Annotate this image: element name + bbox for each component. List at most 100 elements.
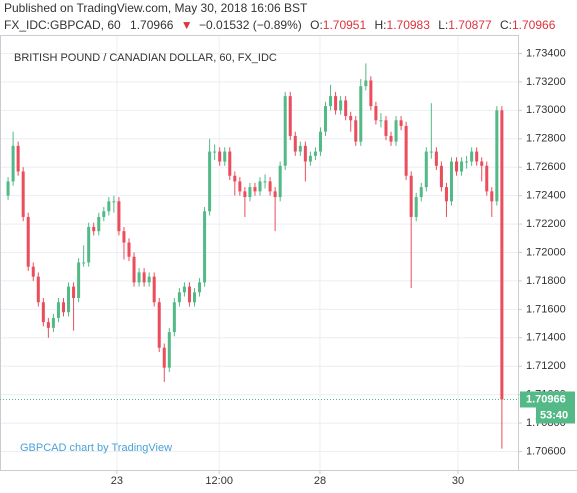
- last-price-label: 1.70966: [526, 393, 566, 405]
- candle-body: [465, 161, 469, 163]
- candle-body: [495, 110, 499, 202]
- candle-body: [379, 120, 383, 122]
- candle-body: [26, 216, 30, 267]
- candle-body: [72, 286, 76, 298]
- candle-body: [414, 197, 418, 217]
- y-tick-label: 1.71200: [526, 360, 566, 372]
- candle-body: [77, 262, 81, 298]
- candle-body: [329, 96, 333, 107]
- candle-body: [127, 242, 131, 257]
- candle-body: [485, 165, 489, 192]
- candle-body: [313, 151, 317, 156]
- candle-body: [223, 151, 227, 162]
- candle-body: [6, 181, 10, 196]
- candle-body: [147, 276, 151, 283]
- candle-body: [56, 302, 60, 318]
- x-tick-label: 12:00: [205, 475, 233, 487]
- candle-body: [122, 231, 126, 243]
- candle-body: [339, 100, 343, 111]
- candle-body: [288, 96, 292, 136]
- candle-body: [303, 145, 307, 162]
- candle-body: [308, 155, 312, 162]
- candle-body: [455, 161, 459, 172]
- x-tick-label: 30: [452, 475, 464, 487]
- candle-body: [192, 292, 197, 303]
- candle-body: [162, 347, 166, 368]
- chart-title: BRITISH POUND / CANADIAN DOLLAR, 60, FX_…: [14, 52, 277, 64]
- candle-body: [374, 106, 378, 121]
- candle-body: [172, 302, 176, 333]
- candle-body: [107, 201, 111, 212]
- l: 1.70877: [448, 18, 492, 32]
- countdown-box: [536, 407, 575, 424]
- candle-body: [41, 302, 45, 323]
- candle-body: [213, 151, 217, 153]
- candle-body: [137, 272, 141, 283]
- candle-body: [460, 161, 464, 172]
- candle-body: [399, 120, 403, 126]
- candle-body: [203, 211, 207, 283]
- header-row: FX_IDC:GBPCAD, 60 1.70966 ▼ −0.01532 (−0…: [4, 18, 556, 32]
- countdown: 53:40: [540, 409, 568, 421]
- candle-body: [187, 286, 191, 303]
- candle-body: [318, 131, 322, 152]
- last: 1.70966: [130, 18, 174, 32]
- candle-body: [46, 322, 50, 328]
- symbol: FX_IDC:GBPCAD, 60: [4, 18, 121, 32]
- candle-body: [253, 187, 257, 192]
- candle-body: [198, 282, 202, 293]
- candle-body: [480, 161, 484, 166]
- y-tick-label: 1.73400: [526, 47, 566, 59]
- y-tick-label: 1.72600: [526, 161, 566, 173]
- y-tick-label: 1.72400: [526, 190, 566, 202]
- c: 1.70966: [512, 18, 556, 32]
- candle-body: [490, 191, 494, 202]
- candle-body: [278, 165, 282, 198]
- candle-body: [263, 181, 267, 183]
- candle-body: [152, 276, 156, 303]
- candle-body: [364, 80, 368, 87]
- candle-body: [67, 286, 71, 313]
- candle-body: [369, 80, 373, 107]
- candle-body: [344, 100, 348, 117]
- candle-body: [92, 226, 96, 232]
- l-label: L:: [438, 18, 448, 32]
- candle-body: [87, 226, 91, 263]
- y-tick-label: 1.73000: [526, 104, 566, 116]
- candle-body: [82, 262, 86, 264]
- candles: [6, 63, 504, 449]
- candle-body: [112, 201, 116, 203]
- candle-body: [429, 151, 433, 153]
- y-tick-label: 1.71400: [526, 332, 566, 344]
- candle-body: [434, 151, 438, 166]
- x-tick-label: 28: [314, 475, 326, 487]
- candle-body: [258, 181, 262, 192]
- candle-body: [11, 145, 15, 182]
- candle-body: [21, 171, 25, 217]
- candle-body: [349, 116, 353, 121]
- o-label: O:: [310, 18, 323, 32]
- candle-body: [228, 151, 232, 176]
- candle-body: [31, 266, 35, 277]
- last-price-box: [520, 391, 575, 408]
- candle-body: [409, 175, 413, 217]
- h: 1.70983: [387, 18, 431, 32]
- candle-body: [424, 151, 428, 188]
- candle-body: [157, 302, 161, 348]
- candle-body: [354, 120, 358, 142]
- y-tick-label: 1.71800: [526, 275, 566, 287]
- y-tick-label: 1.71600: [526, 303, 566, 315]
- candle-body: [298, 145, 302, 152]
- candle-body: [117, 201, 121, 232]
- candle-body: [97, 216, 101, 232]
- candle-body: [51, 317, 55, 328]
- candle-body: [334, 96, 338, 111]
- axes: 1.706001.708001.710001.712001.714001.716…: [0, 47, 575, 487]
- published: Published on TradingView.com, May 30, 20…: [4, 1, 308, 15]
- candle-body: [394, 120, 398, 142]
- candle-body: [36, 276, 40, 303]
- candle-body: [248, 187, 252, 198]
- candle-body: [470, 151, 474, 162]
